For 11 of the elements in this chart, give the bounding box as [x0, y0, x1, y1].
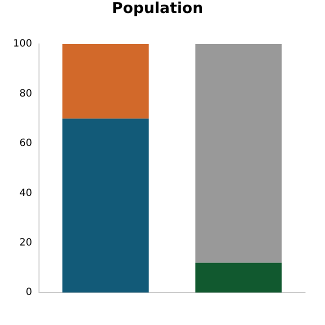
bar: [195, 44, 282, 263]
y-tick-label: 40: [19, 188, 32, 199]
y-tick-label: 0: [26, 287, 32, 298]
y-tick-label: 80: [19, 88, 32, 100]
chart-title: Population: [112, 0, 204, 17]
y-tick-label: 60: [19, 138, 32, 150]
y-tick-label: 20: [19, 237, 32, 248]
y-tick-label: 100: [12, 38, 32, 50]
bar: [62, 118, 149, 293]
bar: [62, 44, 149, 119]
bar: [195, 262, 282, 293]
